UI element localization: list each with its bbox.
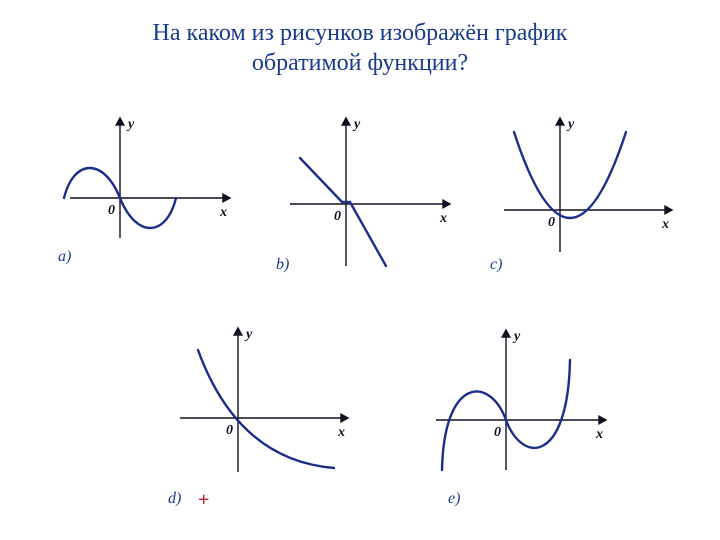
x-axis-label: x — [219, 205, 227, 220]
panel-label-c: c) — [490, 256, 502, 274]
origin-label: 0 — [108, 203, 115, 218]
panel-a-svg: x y 0 — [54, 98, 254, 298]
y-axis-label: y — [512, 329, 521, 344]
y-axis-label: y — [244, 327, 253, 342]
title-line-1: На каком из рисунков изображён график — [153, 20, 568, 46]
panel-e-svg: x y 0 — [414, 308, 614, 508]
curve-c — [514, 132, 626, 218]
origin-label: 0 — [494, 425, 501, 440]
x-axis-label: x — [595, 427, 603, 442]
panel-c-svg: x y 0 — [490, 98, 690, 298]
x-axis-label: x — [439, 211, 447, 226]
panel-d: x y 0 d)+ — [158, 308, 348, 488]
panel-b-svg: x y 0 — [270, 98, 470, 298]
title-line-2: обратимой функции? — [252, 50, 468, 76]
y-axis-label: y — [566, 117, 575, 132]
correct-mark-d: + — [198, 489, 209, 512]
y-axis-label: y — [126, 117, 135, 132]
panel-b: x y 0 b) — [270, 98, 460, 278]
panel-label-a: a) — [58, 248, 71, 266]
panel-c: x y 0 c) — [490, 98, 680, 278]
page-title: На каком из рисунков изображён график об… — [0, 0, 720, 78]
panel-d-svg: x y 0 — [158, 308, 358, 508]
panel-a: x y 0 a) — [54, 98, 244, 278]
panel-label-e: e) — [448, 490, 460, 508]
curve-d — [198, 350, 334, 468]
origin-label: 0 — [334, 209, 341, 224]
panel-label-b: b) — [276, 256, 289, 274]
x-axis-label: x — [661, 217, 669, 232]
y-axis-label: y — [352, 117, 361, 132]
panel-e: x y 0 e) — [414, 308, 604, 488]
origin-label: 0 — [226, 423, 233, 438]
x-axis-label: x — [337, 425, 345, 440]
origin-label: 0 — [548, 215, 555, 230]
panel-label-d: d) — [168, 490, 181, 508]
curve-b — [300, 158, 386, 266]
